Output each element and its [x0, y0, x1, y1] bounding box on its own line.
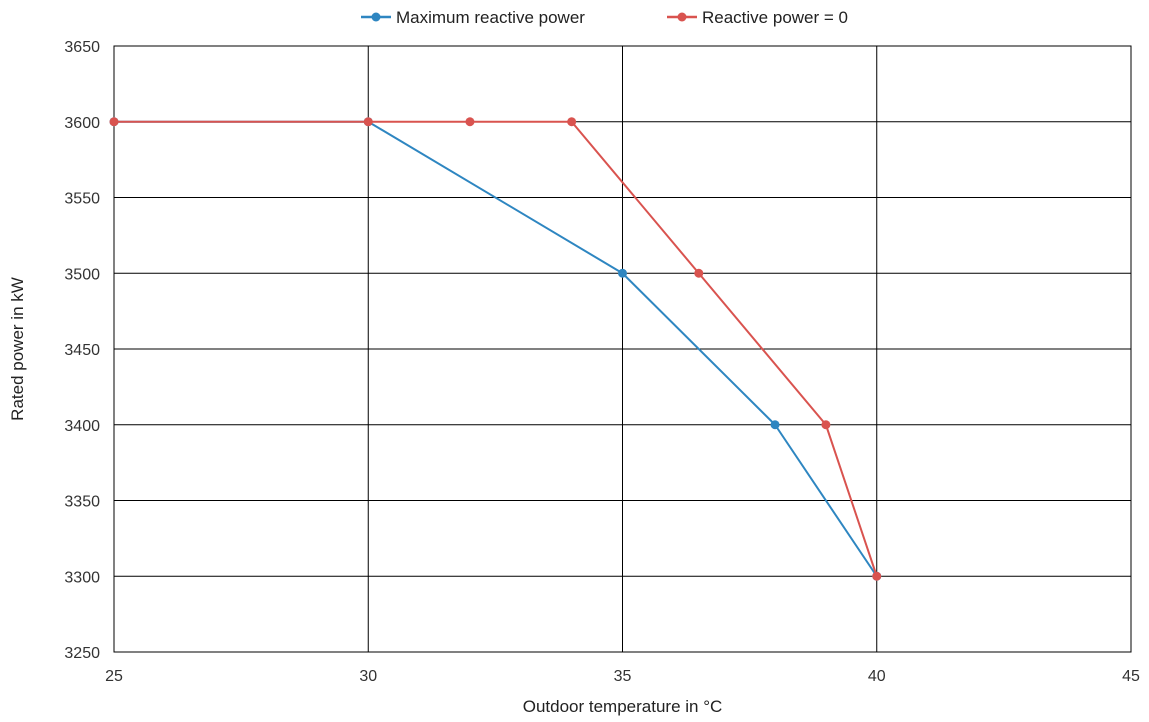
grid: [113, 45, 1132, 653]
data-series: [109, 117, 882, 581]
y-tick-label: 3500: [64, 266, 100, 283]
y-tick-label: 3300: [64, 569, 100, 586]
data-point: [770, 420, 780, 430]
data-point: [363, 117, 373, 127]
data-point: [872, 571, 882, 581]
y-tick-label: 3600: [64, 115, 100, 132]
x-tick-label: 45: [1122, 668, 1140, 685]
data-point: [465, 117, 475, 127]
y-tick-label: 3350: [64, 494, 100, 511]
x-tick-label: 25: [105, 668, 123, 685]
series-1: [109, 117, 882, 581]
legend: Maximum reactive power Reactive power = 0: [361, 8, 848, 27]
y-tick-label: 3550: [64, 191, 100, 208]
y-tick-label: 3650: [64, 39, 100, 56]
y-tick-label: 3250: [64, 645, 100, 662]
legend-label: Maximum reactive power: [396, 8, 585, 27]
y-axis-title: Rated power in kW: [8, 277, 27, 421]
x-tick-label: 30: [359, 668, 377, 685]
data-point: [109, 117, 119, 127]
y-tick-label: 3450: [64, 342, 100, 359]
legend-swatch-marker: [677, 12, 687, 22]
data-point: [821, 420, 831, 430]
data-point: [567, 117, 577, 127]
data-point: [618, 268, 627, 278]
legend-item: Maximum reactive power: [361, 8, 585, 27]
data-point: [694, 268, 704, 278]
x-axis-title: Outdoor temperature in °C: [523, 697, 723, 716]
x-tick-label: 40: [868, 668, 886, 685]
legend-item: Reactive power = 0: [667, 8, 848, 27]
tick-labels: 3250 3300 3350 3400 3450 3500 3550 3600 3650 25 30…: [64, 39, 1140, 685]
legend-swatch-marker: [371, 12, 381, 22]
x-tick-label: 35: [614, 668, 632, 685]
plot-frame: [113, 45, 1132, 653]
y-tick-label: 3400: [64, 418, 100, 435]
legend-label: Reactive power = 0: [702, 8, 848, 27]
